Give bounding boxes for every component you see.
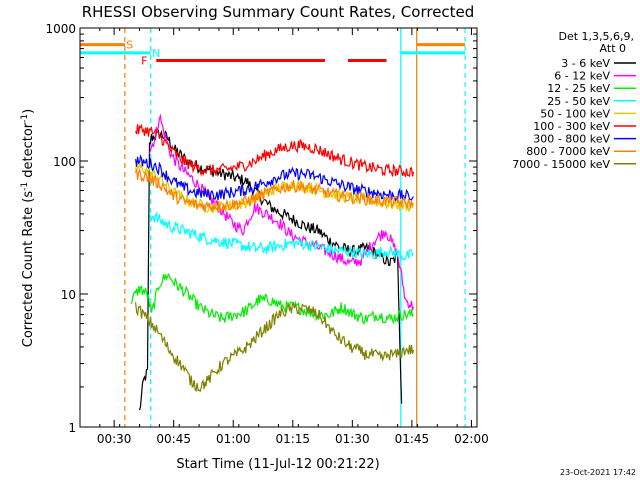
plot-area: S NF 00:30 00:45 01:00 01:15 01:30 01:45 02:00 1… (45, 22, 488, 446)
legend-header-line-1: Det 1,3,5,6,9, (558, 30, 634, 43)
legend-label-5: 100 - 300 keV (533, 120, 610, 133)
legend-label-1: 6 - 12 keV (554, 70, 610, 83)
x-tick-label-4: 01:30 (335, 432, 370, 446)
series-line-1 (148, 113, 415, 312)
series-line-6 (135, 154, 414, 203)
legend-label-0: 3 - 6 keV (561, 57, 610, 70)
legend-label-3: 25 - 50 keV (547, 95, 610, 108)
y-tick-label-3: 1000 (45, 22, 76, 36)
x-tick-label-2: 01:00 (216, 432, 251, 446)
x-axis-label: Start Time (11-Jul-12 00:21:22) (176, 457, 379, 472)
y-axis-label-mid: detector (21, 122, 36, 182)
legend-label-6: 300 - 800 keV (533, 133, 610, 146)
legend-label-7: 800 - 7000 keV (526, 145, 610, 158)
y-tick-label-1: 10 (61, 288, 76, 302)
series-line-8 (135, 301, 415, 393)
y-axis-label-sup2: -1 (20, 114, 30, 123)
x-tick-label-6: 02:00 (454, 432, 489, 446)
axes-layer: 00:30 00:45 01:00 01:15 01:30 01:45 02:00 1 10 10… (45, 22, 488, 446)
series-line-3 (148, 211, 414, 261)
series-line-2 (131, 272, 414, 325)
legend-header-line-2: Att 0 (600, 42, 626, 55)
x-tick-label-0: 00:30 (97, 432, 132, 446)
legend-label-4: 50 - 100 keV (540, 107, 610, 120)
y-axis-label-main: Corrected Count Rate (s (21, 191, 36, 348)
x-tick-label-3: 01:15 (275, 432, 310, 446)
flag-label-f: F (141, 54, 147, 67)
y-axis-label: Corrected Count Rate (s-1 detector-1) (20, 109, 36, 347)
series-line-5 (135, 123, 415, 178)
legend-label-8: 7000 - 15000 keV (512, 158, 610, 171)
y-tick-label-2: 100 (53, 155, 76, 169)
y-axis-label-sup1: -1 (20, 182, 30, 191)
flag-label-s: S (126, 39, 133, 52)
timestamp: 23-Oct-2021 17:42 (560, 468, 636, 477)
flag-label-n: N (152, 47, 160, 60)
flags-layer: S NF (80, 39, 466, 67)
y-axis-label-end: ) (21, 109, 36, 114)
chart-title: RHESSI Observing Summary Count Rates, Co… (82, 3, 475, 21)
y-tick-label-0: 1 (68, 421, 76, 435)
x-tick-label-1: 00:45 (156, 432, 191, 446)
legend-label-2: 12 - 25 keV (547, 82, 610, 95)
series-line-7 (135, 167, 415, 214)
x-tick-label-5: 01:45 (395, 432, 430, 446)
series-layer (131, 113, 415, 411)
